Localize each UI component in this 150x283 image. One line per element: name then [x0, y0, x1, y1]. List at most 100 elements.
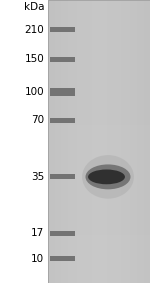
Text: 70: 70 — [31, 115, 44, 125]
Bar — [63, 0, 64, 283]
Bar — [48, 192, 150, 195]
Bar — [139, 0, 140, 283]
Bar — [48, 167, 150, 170]
Bar — [120, 0, 121, 283]
Text: 100: 100 — [25, 87, 44, 97]
Bar — [48, 37, 150, 40]
Bar — [94, 0, 95, 283]
Bar — [134, 0, 135, 283]
Bar — [75, 0, 76, 283]
Bar — [147, 0, 148, 283]
Bar — [48, 238, 150, 241]
Bar — [109, 0, 110, 283]
Bar — [48, 156, 150, 158]
Bar — [50, 0, 51, 283]
Bar — [121, 0, 122, 283]
Bar — [48, 178, 150, 181]
Bar — [96, 0, 97, 283]
Bar — [48, 280, 150, 283]
Bar — [48, 204, 150, 207]
Bar — [48, 34, 150, 37]
Bar — [48, 218, 150, 221]
Bar — [124, 0, 125, 283]
Bar — [48, 249, 150, 252]
Bar — [48, 17, 150, 20]
Bar — [99, 0, 100, 283]
Bar — [48, 241, 150, 243]
Bar — [48, 153, 150, 156]
Bar — [57, 0, 58, 283]
Bar — [48, 224, 150, 226]
Bar — [67, 0, 68, 283]
Bar — [48, 181, 150, 184]
Bar — [98, 0, 99, 283]
Bar — [55, 0, 56, 283]
Bar — [118, 0, 119, 283]
Bar — [48, 6, 150, 8]
Bar — [48, 62, 150, 65]
Bar — [70, 0, 71, 283]
Bar — [48, 272, 150, 275]
Bar — [48, 54, 150, 57]
Bar — [65, 0, 66, 283]
Bar — [48, 113, 150, 116]
Bar — [48, 173, 150, 175]
Bar — [48, 266, 150, 269]
Bar — [87, 0, 88, 283]
Bar — [84, 0, 85, 283]
Bar — [132, 0, 133, 283]
Bar — [115, 0, 116, 283]
Bar — [48, 201, 150, 204]
Bar — [48, 0, 150, 3]
Bar — [48, 164, 150, 167]
Bar — [48, 8, 150, 11]
Bar — [111, 0, 112, 283]
Bar — [48, 76, 150, 79]
Bar — [48, 20, 150, 23]
Bar — [106, 0, 107, 283]
Bar — [50, 118, 75, 123]
Bar — [48, 212, 150, 215]
Bar — [48, 31, 150, 34]
Bar — [76, 0, 77, 283]
Bar — [56, 0, 57, 283]
Text: 210: 210 — [24, 25, 44, 35]
Bar — [93, 0, 94, 283]
Bar — [130, 0, 131, 283]
Bar — [48, 96, 150, 99]
Bar — [122, 0, 123, 283]
Bar — [48, 243, 150, 246]
Bar — [61, 0, 62, 283]
Bar — [48, 48, 150, 51]
Bar — [48, 221, 150, 224]
Bar — [48, 198, 150, 201]
Bar — [64, 0, 65, 283]
Bar — [48, 91, 150, 93]
Bar — [48, 40, 150, 42]
Bar — [129, 0, 130, 283]
Bar — [112, 0, 113, 283]
Bar — [145, 0, 146, 283]
Bar — [137, 0, 138, 283]
Bar — [48, 150, 150, 153]
Bar — [80, 0, 81, 283]
Bar — [133, 0, 134, 283]
Bar — [125, 0, 126, 283]
Ellipse shape — [85, 164, 130, 189]
Bar — [48, 252, 150, 255]
Bar — [48, 25, 150, 28]
Bar — [113, 0, 114, 283]
Bar — [48, 158, 150, 161]
Bar — [49, 0, 50, 283]
Bar — [123, 0, 124, 283]
Text: kDa: kDa — [24, 2, 44, 12]
Bar — [50, 231, 75, 236]
Bar — [72, 0, 73, 283]
Bar — [50, 174, 75, 179]
Bar — [85, 0, 86, 283]
Text: 35: 35 — [31, 172, 44, 182]
Bar — [83, 0, 84, 283]
Bar — [149, 0, 150, 283]
Bar — [48, 190, 150, 192]
Bar — [48, 14, 150, 17]
